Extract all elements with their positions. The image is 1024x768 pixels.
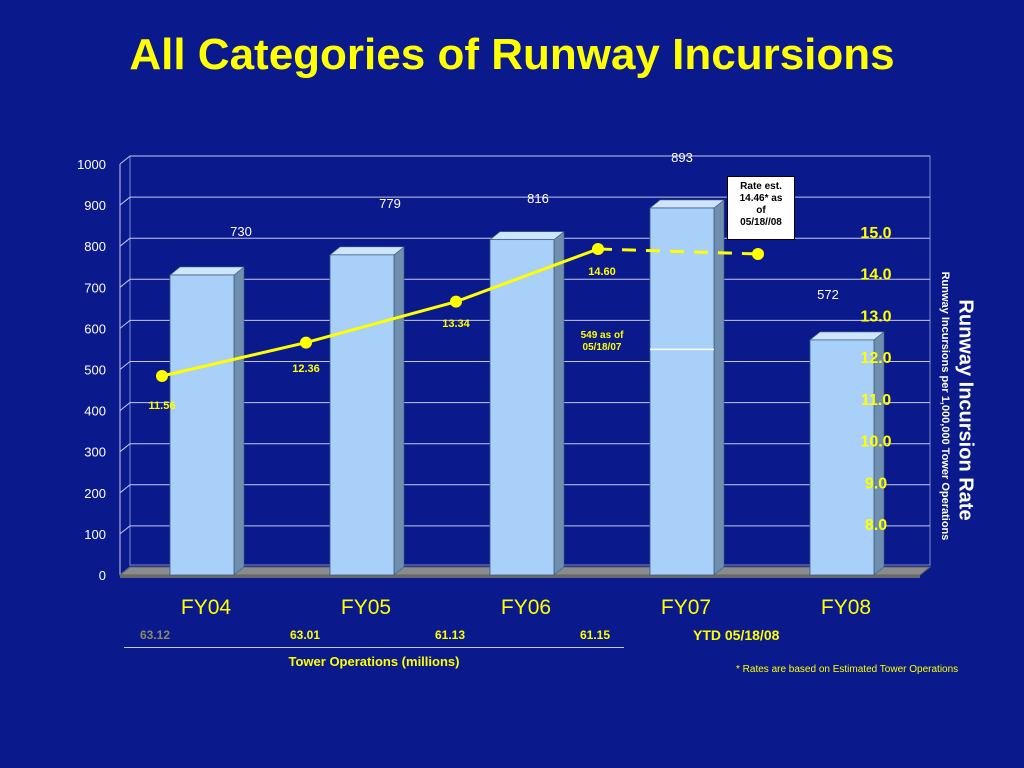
- rate-value-label: 11.56: [149, 400, 176, 412]
- gridline-depth: [119, 237, 131, 247]
- gridline-depth: [119, 278, 131, 288]
- bar: [489, 239, 555, 576]
- rate-estimate-point: [752, 248, 764, 260]
- rate-tick-label: 12.0: [860, 350, 891, 367]
- y-tick-label: 300: [84, 445, 106, 460]
- bar-top: [329, 246, 405, 256]
- bar-top: [809, 331, 885, 341]
- callout-line: 14.46* as: [739, 193, 783, 204]
- bar-side: [713, 199, 725, 576]
- y-tick-label: 900: [84, 198, 106, 213]
- rate-estimate-callout: Rate est. 14.46* as of 05/18//08: [727, 176, 795, 240]
- rate-tick-label: 13.0: [860, 308, 891, 325]
- operations-divider: [124, 647, 624, 648]
- bar-value-label: 572: [817, 287, 839, 302]
- rate-value-label: 14.60: [588, 266, 616, 278]
- bar: [649, 207, 715, 576]
- fy07-partial-annotation: 549 as of 05/18/07: [572, 330, 632, 354]
- x-tick-label: FY07: [661, 596, 711, 619]
- bar-value-label: 816: [527, 191, 549, 206]
- rate-value-label: 12.36: [292, 363, 320, 375]
- x-tick-label: FY08: [821, 596, 871, 619]
- y-tick-label: 1000: [77, 157, 106, 172]
- bar: [169, 274, 235, 576]
- bar-side: [553, 230, 565, 576]
- ytd-label: YTD 05/18/08: [693, 627, 780, 643]
- x-tick-label: FY04: [181, 596, 232, 619]
- callout-line: of: [756, 205, 766, 216]
- gridline-depth: [119, 320, 131, 329]
- rate-tick-label: 8.0: [865, 517, 887, 534]
- rate-point: [156, 370, 168, 382]
- tower-operations-row: 63.12 63.01 61.13 61.15: [0, 628, 1024, 648]
- gridline-depth: [119, 196, 131, 206]
- bar-top: [169, 266, 245, 276]
- operations-caption: Tower Operations (millions): [288, 654, 460, 669]
- rate-point: [300, 336, 312, 349]
- bar-side: [233, 266, 245, 576]
- ops-value-fy06: 61.13: [435, 628, 466, 642]
- rate-tick-label: 11.0: [861, 392, 891, 409]
- ops-value-fy05: 63.01: [290, 628, 321, 642]
- y-tick-label: 500: [84, 363, 106, 378]
- gridline-depth: [119, 443, 131, 453]
- footnote: * Rates are based on Estimated Tower Ope…: [736, 664, 959, 675]
- bar-top: [489, 231, 565, 240]
- x-tick-label: FY06: [501, 596, 551, 619]
- callout-line: Rate est.: [740, 181, 782, 192]
- rate-tick-label: 9.0: [865, 475, 887, 492]
- chart-title: All Categories of Runway Incursions: [129, 30, 895, 79]
- bar-side: [393, 246, 405, 576]
- bar-value-label: 730: [230, 224, 252, 239]
- y-tick-label: 200: [84, 486, 106, 501]
- bar-side: [873, 331, 885, 576]
- gridline-depth: [119, 525, 131, 535]
- x-tick-label: FY05: [341, 596, 391, 619]
- rate-tick-label: 10.0: [860, 434, 891, 451]
- rate-value-label: 13.34: [442, 318, 470, 330]
- bar-top: [649, 199, 725, 209]
- gridline-depth: [119, 155, 131, 165]
- rate-line: [161, 247, 599, 378]
- annotation-line: 549 as of: [580, 330, 624, 341]
- rate-point: [450, 295, 462, 308]
- bar-value-label: 893: [671, 150, 693, 165]
- bar-value-label: 779: [379, 196, 401, 211]
- y-tick-label: 700: [84, 280, 106, 295]
- rate-estimate-dashed-line: [597, 247, 759, 256]
- y-tick-label: 0: [99, 568, 106, 583]
- y-tick-label: 400: [84, 404, 106, 419]
- plot-floor-edge: [120, 575, 920, 578]
- rate-axis-subtitle: Runway Incursions per 1,000,000 Tower Op…: [939, 271, 951, 541]
- ops-value-fy07: 61.15: [580, 628, 611, 642]
- gridline-depth: [119, 484, 131, 494]
- rate-tick-label: 15.0: [860, 225, 891, 242]
- y-tick-label: 800: [84, 239, 106, 254]
- bar: [809, 339, 875, 576]
- rate-axis-title: Runway Incursion Rate: [954, 299, 977, 521]
- callout-line: 05/18//08: [740, 217, 782, 228]
- y-tick-label: 100: [84, 527, 106, 542]
- rate-tick-label: 14.0: [860, 267, 891, 284]
- ops-value-fy04: 63.12: [140, 628, 171, 642]
- y-tick-label: 600: [84, 321, 106, 336]
- gridline-depth: [119, 361, 131, 370]
- annotation-line: 05/18/07: [582, 342, 622, 353]
- gridline-depth: [119, 402, 131, 411]
- bar: [329, 254, 395, 576]
